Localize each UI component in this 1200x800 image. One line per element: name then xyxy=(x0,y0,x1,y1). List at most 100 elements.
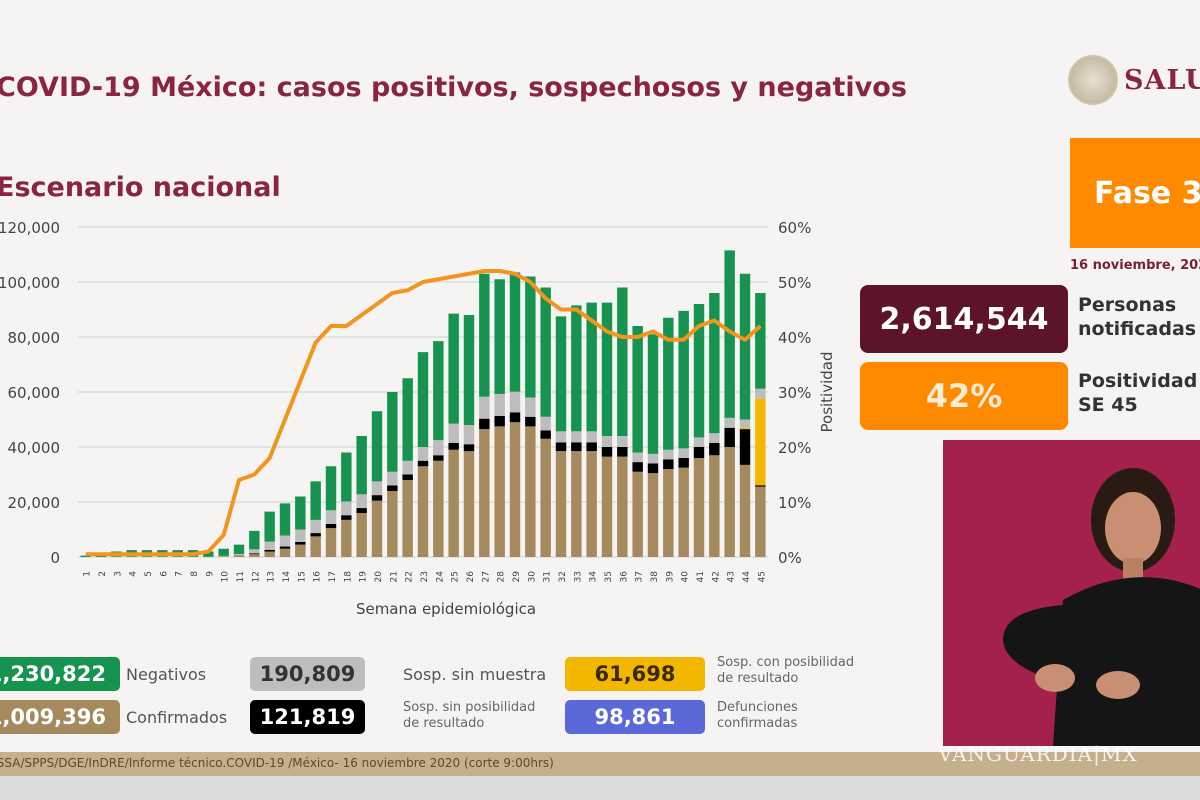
bar-segment xyxy=(571,451,582,557)
bar-segment xyxy=(540,438,551,557)
bar-segment xyxy=(555,451,567,557)
bar-segment xyxy=(295,529,306,542)
legend-con-posibilidad-label: Sosp. con posibilidad de resultado xyxy=(717,655,854,687)
bar-segment xyxy=(571,431,582,443)
bar-segment xyxy=(387,485,398,491)
positividad-label: Positividad SE 45 xyxy=(1078,369,1197,417)
bar-segment xyxy=(709,455,720,557)
bar-segment xyxy=(647,334,659,454)
bar-segment xyxy=(341,452,352,502)
bar-segment xyxy=(525,276,536,398)
y2-tick-label: 20% xyxy=(778,439,811,457)
bar-segment xyxy=(678,310,689,449)
x-tick-label: 43 xyxy=(727,571,737,582)
x-tick-label: 12 xyxy=(251,571,261,582)
bar-segment xyxy=(632,452,643,463)
bar-segment xyxy=(341,515,352,520)
x-tick-label: 27 xyxy=(481,571,491,582)
bar-segment xyxy=(755,293,766,389)
y2-tick-label: 10% xyxy=(778,494,811,512)
bar-segment xyxy=(325,524,337,529)
x-tick-label: 6 xyxy=(159,571,169,577)
bar-segment xyxy=(479,273,490,397)
bar-segment xyxy=(310,519,321,534)
bar-segment xyxy=(601,447,613,457)
bar-segment xyxy=(525,416,536,427)
x-tick-label: 32 xyxy=(558,571,568,582)
y2-tick-label: 0% xyxy=(778,549,802,567)
bar-segment xyxy=(739,273,751,420)
bar-segment xyxy=(525,397,536,417)
bar-segment xyxy=(739,429,751,465)
x-tick-label: 4 xyxy=(129,571,139,577)
bar-segment xyxy=(739,427,751,430)
x-tick-label: 5 xyxy=(144,571,154,577)
x-tick-label: 36 xyxy=(619,571,629,583)
bar-segment xyxy=(632,462,643,472)
x-tick-label: 23 xyxy=(420,571,430,582)
x-tick-label: 37 xyxy=(635,571,645,582)
legend-negativos-value: 1,230,822 xyxy=(0,657,120,691)
x-tick-label: 24 xyxy=(435,571,445,583)
bar-segment xyxy=(724,427,735,447)
bar-segment xyxy=(279,535,291,547)
bar-segment xyxy=(663,317,674,450)
bar-segment xyxy=(264,541,275,550)
bar-segment xyxy=(310,533,321,537)
bar-segment xyxy=(249,549,260,554)
bar-segment xyxy=(279,546,291,549)
bar-segment xyxy=(601,302,613,436)
bar-segment xyxy=(341,501,352,516)
x-tick-label: 29 xyxy=(512,571,522,583)
bar-segment xyxy=(295,496,306,530)
x-tick-label: 22 xyxy=(405,571,415,582)
x-tick-label: 8 xyxy=(190,571,200,577)
personas-notificadas-label: Personas notificadas xyxy=(1078,293,1196,341)
bar-segment xyxy=(341,519,352,557)
x-tick-label: 20 xyxy=(374,571,384,583)
y-tick-label: 0 xyxy=(50,549,60,567)
legend-con-posibilidad-value: 61,698 xyxy=(565,657,705,691)
x-tick-label: 35 xyxy=(604,571,614,582)
salud-logo: SALUD xyxy=(1068,55,1200,105)
bar-segment xyxy=(356,436,367,495)
legend-sin-muestra-label: Sosp. sin muestra xyxy=(403,665,547,684)
x-tick-label: 15 xyxy=(297,571,307,582)
bar-segment xyxy=(678,458,689,468)
label-line: notificadas xyxy=(1078,318,1197,340)
bar-segment xyxy=(433,440,444,456)
x-tick-label: 18 xyxy=(343,571,353,583)
bar-segment xyxy=(325,510,337,524)
legend-confirmados-value: 1,009,396 xyxy=(0,700,120,734)
bar-segment xyxy=(555,442,567,452)
bar-segment xyxy=(647,473,659,557)
bar-segment xyxy=(387,491,398,557)
bar-segment xyxy=(571,442,582,452)
bar-segment xyxy=(233,553,245,556)
bar-segment xyxy=(724,250,735,418)
x-tick-label: 3 xyxy=(113,571,123,577)
x-tick-label: 16 xyxy=(313,571,323,583)
sign-language-interpreter-video xyxy=(943,440,1200,746)
bar-segment xyxy=(617,436,628,447)
personas-notificadas-value: 2,614,544 xyxy=(860,285,1068,353)
bar-segment xyxy=(448,423,459,443)
bar-segment xyxy=(586,302,597,432)
bar-segment xyxy=(724,447,735,557)
bar-segment xyxy=(601,436,613,447)
bar-segment xyxy=(371,411,383,482)
bar-segment xyxy=(755,398,766,486)
x-tick-label: 25 xyxy=(451,571,461,582)
bar-segment xyxy=(494,393,505,416)
bar-segment xyxy=(494,426,505,557)
label-line: de resultado xyxy=(717,671,799,686)
bar-segment xyxy=(693,304,705,438)
source-footer: Fuente: SSA/SPPS/DGE/InDRE/Informe técni… xyxy=(0,752,1200,776)
legend-defunciones-label: Defunciones confirmadas xyxy=(717,700,798,732)
bar-segment xyxy=(647,463,659,474)
x-tick-label: 1 xyxy=(83,571,93,577)
bar-segment xyxy=(663,459,674,469)
bar-segment xyxy=(264,549,275,552)
x-tick-label: 10 xyxy=(221,571,231,583)
bar-segment xyxy=(663,449,674,460)
